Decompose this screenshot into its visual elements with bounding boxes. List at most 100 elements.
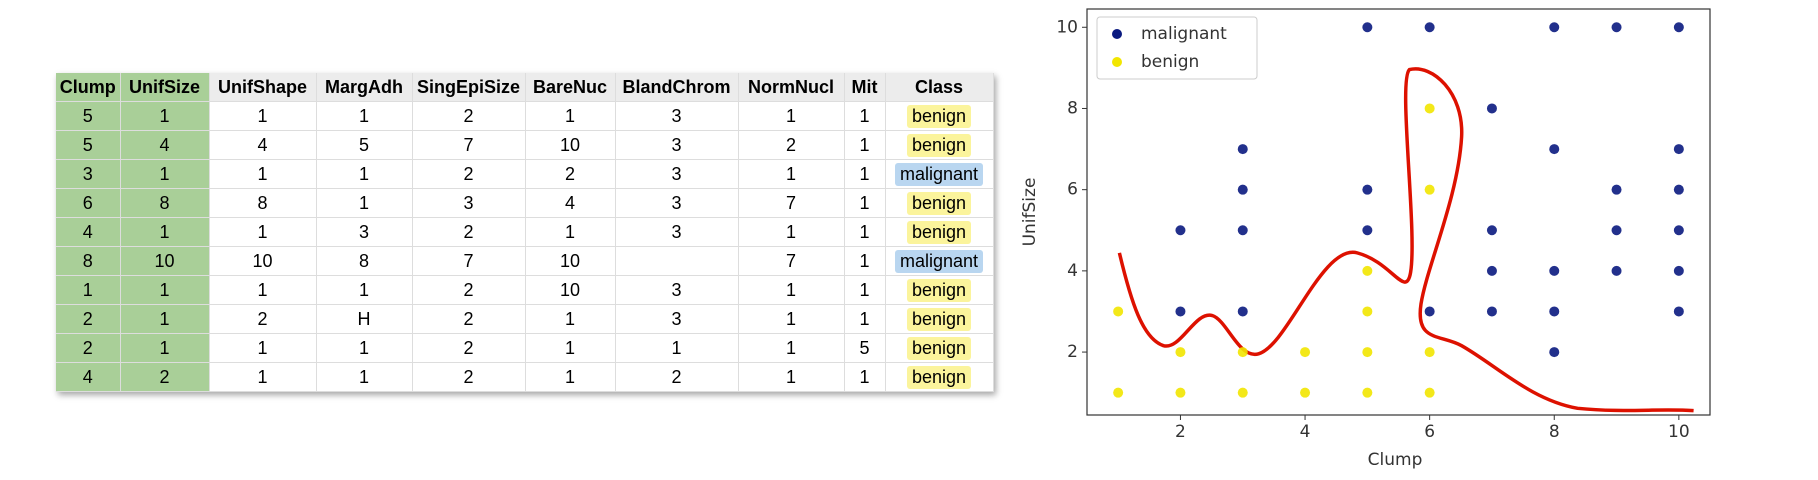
point <box>1175 387 1186 398</box>
header-cell: BlandChrom <box>615 73 739 102</box>
class-cell: benign <box>885 188 994 218</box>
cell: 1 <box>120 333 210 363</box>
cell: 1 <box>209 217 317 247</box>
cell: 1 <box>738 333 845 363</box>
cell: 4 <box>56 217 121 247</box>
point <box>1549 306 1560 317</box>
cell: 2 <box>738 130 845 160</box>
header-cell: MargAdh <box>316 73 413 102</box>
table-body: 5 1 1 1 2 1 3 1 1 benign 5 4 4 5 7 10 3 2 1 benign 3 1 1 1 2 2 3 1 1… <box>56 101 994 392</box>
cell: 7 <box>412 246 526 276</box>
x-tick-label: 2 <box>1175 422 1186 442</box>
cell: 3 <box>615 101 739 131</box>
table-row: 1 1 1 1 2 10 3 1 1 benign <box>56 275 994 305</box>
x-tick-label: 4 <box>1300 422 1311 442</box>
cell: 1 <box>316 362 413 392</box>
y-axis-label: UnifSize <box>1020 178 1040 247</box>
cell: 2 <box>412 304 526 334</box>
table-row: 2 1 1 1 2 1 1 1 5 benign <box>56 333 994 363</box>
point <box>1175 347 1186 358</box>
point <box>1673 144 1684 155</box>
table-row: 6 8 8 1 3 4 3 7 1 benign <box>56 188 994 218</box>
point <box>1486 306 1497 317</box>
point <box>1486 103 1497 114</box>
point <box>1424 103 1435 114</box>
class-label: benign <box>906 133 972 157</box>
cell: 3 <box>316 217 413 247</box>
cell: 1 <box>209 333 317 363</box>
point <box>1424 306 1435 317</box>
point <box>1300 347 1311 358</box>
cell: 1 <box>525 101 616 131</box>
cell: 1 <box>738 275 845 305</box>
cell: 3 <box>615 130 739 160</box>
x-tick-label: 10 <box>1668 422 1690 442</box>
point <box>1549 347 1560 358</box>
cell: 2 <box>412 362 526 392</box>
point <box>1549 265 1560 276</box>
point <box>1611 22 1622 33</box>
header-cell: UnifShape <box>209 73 317 102</box>
cell: 10 <box>209 246 317 276</box>
cell: 1 <box>738 159 845 189</box>
class-cell: benign <box>885 275 994 305</box>
header-cell: NormNucl <box>738 73 845 102</box>
y-tick-label: 10 <box>1056 17 1078 37</box>
cell: 1 <box>120 101 210 131</box>
cell: 7 <box>738 246 845 276</box>
cell: 1 <box>738 362 845 392</box>
point <box>1486 225 1497 236</box>
point <box>1175 225 1186 236</box>
cell: 10 <box>525 246 616 276</box>
class-cell: benign <box>885 304 994 334</box>
point <box>1486 265 1497 276</box>
cell: 1 <box>844 362 886 392</box>
point <box>1549 144 1560 155</box>
table-row: 5 1 1 1 2 1 3 1 1 benign <box>56 101 994 131</box>
cell: 1 <box>209 362 317 392</box>
class-label: benign <box>906 307 972 331</box>
table-row: 5 4 4 5 7 10 3 2 1 benign <box>56 130 994 160</box>
point <box>1237 144 1248 155</box>
legend-box <box>1096 16 1258 80</box>
class-cell: malignant <box>885 159 994 189</box>
class-cell: malignant <box>885 246 994 276</box>
cell: 1 <box>844 304 886 334</box>
x-tick-label: 6 <box>1424 422 1435 442</box>
point <box>1673 184 1684 195</box>
cell: 7 <box>738 188 845 218</box>
table-row: 8 10 10 8 7 10 7 1 malignant <box>56 246 994 276</box>
cell: 2 <box>412 159 526 189</box>
class-label: benign <box>906 220 972 244</box>
point <box>1237 306 1248 317</box>
point <box>1673 22 1684 33</box>
decision-boundary <box>1117 67 1694 413</box>
cell: 8 <box>56 246 121 276</box>
class-label: malignant <box>894 249 984 273</box>
cell: 1 <box>56 275 121 305</box>
point <box>1113 306 1124 317</box>
cell: 8 <box>209 188 317 218</box>
cell: 3 <box>615 304 739 334</box>
cell: 4 <box>209 130 317 160</box>
cell: 2 <box>412 101 526 131</box>
point <box>1673 265 1684 276</box>
point <box>1424 22 1435 33</box>
x-axis-label: Clump <box>1368 450 1423 470</box>
cell: 10 <box>120 246 210 276</box>
cell: 2 <box>209 304 317 334</box>
header-cell: BareNuc <box>525 73 616 102</box>
point <box>1362 387 1373 398</box>
class-cell: benign <box>885 101 994 131</box>
y-tick-label: 6 <box>1067 180 1078 200</box>
cell: 2 <box>615 362 739 392</box>
cell: 1 <box>738 101 845 131</box>
cell: 1 <box>844 159 886 189</box>
cell <box>615 246 739 276</box>
header-cell: Mit <box>844 73 886 102</box>
point <box>1237 184 1248 195</box>
cell: 4 <box>525 188 616 218</box>
data-table: Clump UnifSize UnifShape MargAdh SingEpiSize… <box>56 73 994 392</box>
